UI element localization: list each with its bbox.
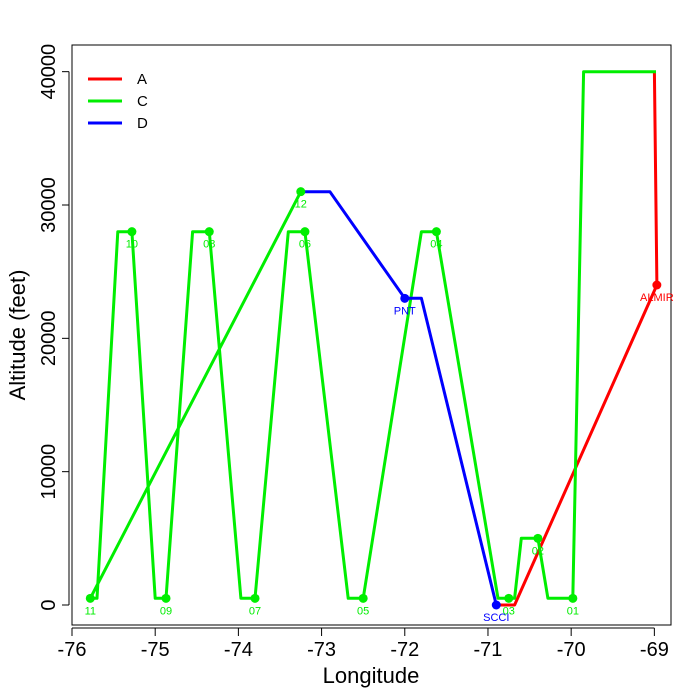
x-tick-label: -71	[474, 639, 503, 661]
marker-almir	[652, 280, 662, 290]
legend-label-a: A	[137, 71, 147, 88]
point-label-06: 06	[299, 239, 311, 251]
y-tick-label: 0	[38, 599, 60, 610]
x-axis-label: Longitude	[323, 663, 420, 688]
point-label-02: 02	[532, 545, 544, 557]
point-label-12: 12	[295, 199, 307, 211]
marker-12	[296, 187, 306, 197]
x-tick-label: -74	[224, 639, 253, 661]
y-tick-label: 30000	[38, 177, 60, 233]
x-axis: -76 -75 -74 -73 -72 -71 -70 -69	[58, 627, 669, 661]
marker-11	[85, 593, 95, 603]
marker-01	[568, 593, 578, 603]
marker-02	[533, 533, 543, 543]
point-label-almir: ALMIR	[640, 292, 674, 304]
legend-label-c: C	[137, 93, 148, 110]
y-tick-label: 20000	[38, 311, 60, 367]
marker-07	[250, 593, 260, 603]
point-label-07: 07	[249, 605, 261, 617]
series-layer	[85, 70, 662, 610]
marker-09	[161, 593, 171, 603]
marker-10	[127, 227, 137, 237]
x-tick-label: -70	[557, 639, 586, 661]
point-label-11: 11	[85, 605, 96, 617]
marker-05	[358, 593, 368, 603]
marker-03	[504, 593, 514, 603]
series-line-c	[88, 70, 656, 600]
series-line-a	[500, 71, 659, 607]
point-label-09: 09	[160, 605, 172, 617]
x-tick-label: -75	[141, 639, 170, 661]
point-label-03: 03	[503, 605, 515, 617]
x-tick-label: -76	[58, 639, 87, 661]
point-label-04: 04	[430, 239, 442, 251]
x-tick-label: -73	[307, 639, 336, 661]
x-tick-label: -72	[390, 639, 419, 661]
point-label-layer: ALMIR 01 02 03 04 05 06 07 08 09 10 11 12 PNT SCCI	[85, 199, 674, 624]
point-label-10: 10	[126, 239, 138, 251]
plot-frame	[71, 44, 672, 626]
marker-08	[204, 227, 214, 237]
legend: ACD	[78, 62, 173, 137]
point-label-05: 05	[357, 605, 369, 617]
y-tick-label: 10000	[38, 444, 60, 500]
point-label-pnt: PNT	[394, 305, 416, 317]
point-label-08: 08	[203, 239, 215, 251]
marker-04	[431, 227, 441, 237]
series-line-d	[300, 190, 498, 606]
legend-label-d: D	[137, 115, 148, 132]
marker-06	[300, 227, 310, 237]
marker-pnt	[400, 293, 410, 303]
y-axis: 0 10000 20000 30000 40000	[38, 44, 70, 611]
y-axis-label: Altitude (feet)	[5, 270, 30, 401]
x-tick-label: -69	[640, 639, 669, 661]
point-label-scci: SCCI	[483, 612, 509, 624]
marker-scci	[491, 600, 501, 610]
y-tick-label: 40000	[38, 44, 60, 100]
point-label-01: 01	[567, 605, 579, 617]
